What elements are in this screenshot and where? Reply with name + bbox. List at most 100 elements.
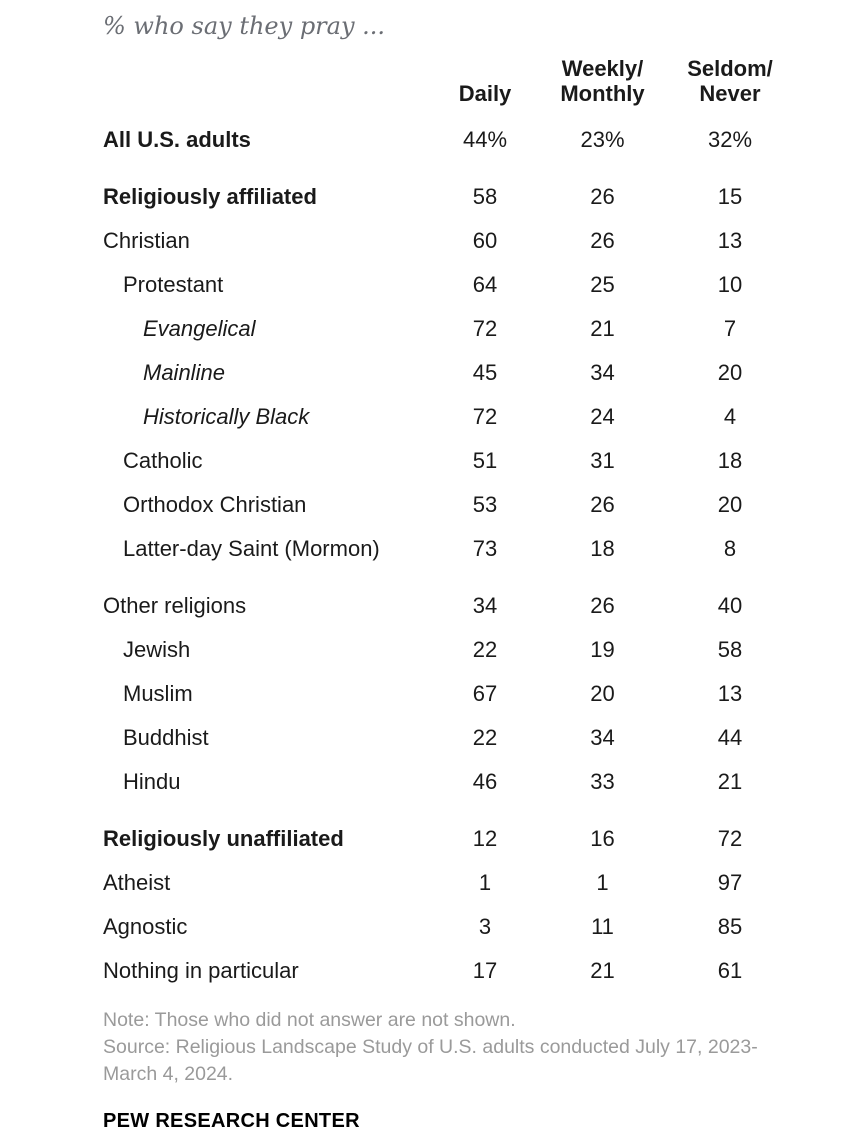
table-row: Jewish 22 19 58: [103, 628, 785, 672]
row-value: 3: [478, 914, 492, 940]
table-header: Daily Weekly/ Monthly Seldom/ Never: [103, 56, 785, 118]
row-value: 60: [472, 228, 498, 254]
row-value: 22: [472, 725, 498, 751]
table-body: All U.S. adults 44% 23% 32% Religiously affi…: [103, 118, 785, 993]
row-label: Orthodox Christian: [123, 492, 307, 518]
row-label: Religiously affiliated: [103, 184, 317, 210]
row-value: 20: [717, 492, 743, 518]
row-label: Historically Black: [143, 404, 310, 430]
table-row: Religiously unaffiliated 12 16 72: [103, 804, 785, 861]
row-value: 21: [590, 958, 615, 984]
row-value: 44: [717, 725, 743, 751]
row-value: 72: [717, 826, 743, 852]
row-value: 73: [472, 536, 498, 562]
row-value: 53: [472, 492, 498, 518]
row-label: Protestant: [123, 272, 224, 298]
row-label: Latter-day Saint (Mormon): [123, 536, 380, 562]
row-label: Atheist: [103, 870, 171, 896]
row-value: 15: [717, 184, 743, 210]
table-row: All U.S. adults 44% 23% 32%: [103, 118, 785, 162]
row-value: 32%: [707, 127, 753, 153]
row-value: 21: [717, 769, 743, 795]
row-value: 51: [472, 448, 498, 474]
figure-footer: Note: Those who did not answer are not s…: [103, 1007, 771, 1133]
row-label: Other religions: [103, 593, 247, 619]
row-value: 16: [590, 826, 615, 852]
row-value: 31: [590, 448, 615, 474]
row-value: 45: [472, 360, 498, 386]
row-value: 40: [717, 593, 743, 619]
row-value: 18: [717, 448, 743, 474]
table-row: Orthodox Christian 53 26 20: [103, 483, 785, 527]
row-value: 34: [472, 593, 498, 619]
row-value: 46: [472, 769, 498, 795]
row-value: 18: [590, 536, 615, 562]
row-value: 20: [717, 360, 743, 386]
table-row: Other religions 34 26 40: [103, 571, 785, 628]
row-value: 26: [590, 184, 615, 210]
row-label: Religiously unaffiliated: [103, 826, 344, 852]
row-value: 61: [717, 958, 743, 984]
row-value: 67: [472, 681, 498, 707]
row-value: 21: [590, 316, 615, 342]
row-value: 97: [717, 870, 743, 896]
row-label: Evangelical: [143, 316, 256, 342]
row-label: All U.S. adults: [103, 127, 251, 153]
row-value: 22: [472, 637, 498, 663]
table-row: Atheist 1 1 97: [103, 861, 785, 905]
row-label: Muslim: [123, 681, 193, 707]
table-row: Historically Black 72 24 4: [103, 395, 785, 439]
row-value: 85: [717, 914, 743, 940]
column-header-seldom-never: Seldom/ Never: [687, 56, 773, 107]
row-value: 13: [717, 228, 743, 254]
row-label: Mainline: [143, 360, 225, 386]
row-value: 10: [717, 272, 743, 298]
row-value: 17: [472, 958, 498, 984]
pray-frequency-table: Daily Weekly/ Monthly Seldom/ Never All …: [103, 56, 785, 993]
row-label: Nothing in particular: [103, 958, 299, 984]
row-label: Catholic: [123, 448, 203, 474]
row-label: Christian: [103, 228, 190, 254]
row-value: 13: [717, 681, 743, 707]
row-value: 26: [590, 593, 615, 619]
row-value: 8: [723, 536, 737, 562]
column-header-weekly-monthly: Weekly/ Monthly: [560, 56, 645, 107]
table-row: Buddhist 22 34 44: [103, 716, 785, 760]
table-row: Mainline 45 34 20: [103, 351, 785, 395]
row-value: 64: [472, 272, 498, 298]
note-text: Note: Those who did not answer are not s…: [103, 1009, 516, 1032]
row-value: 34: [590, 725, 615, 751]
column-header-daily: Daily: [458, 81, 512, 107]
row-label: Hindu: [123, 769, 181, 795]
row-value: 24: [590, 404, 615, 430]
row-label: Buddhist: [123, 725, 209, 751]
table-row: Hindu 46 33 21: [103, 760, 785, 804]
row-value: 44%: [462, 127, 508, 153]
row-value: 4: [723, 404, 737, 430]
row-value: 26: [590, 492, 615, 518]
chart-title: % who say they pray ...: [103, 12, 386, 40]
row-value: 12: [472, 826, 498, 852]
table-row: Nothing in particular 17 21 61: [103, 949, 785, 993]
table-row: Latter-day Saint (Mormon) 73 18 8: [103, 527, 785, 571]
table-row: Christian 60 26 13: [103, 219, 785, 263]
row-label: Agnostic: [103, 914, 188, 940]
table-row: Evangelical 72 21 7: [103, 307, 785, 351]
row-value: 11: [591, 914, 614, 940]
row-value: 1: [596, 870, 609, 896]
row-value: 72: [472, 316, 498, 342]
row-value: 23%: [580, 127, 625, 153]
table-row: Muslim 67 20 13: [103, 672, 785, 716]
row-value: 20: [590, 681, 615, 707]
row-value: 33: [590, 769, 615, 795]
row-value: 58: [472, 184, 498, 210]
table-row: Religiously affiliated 58 26 15: [103, 162, 785, 219]
row-value: 72: [472, 404, 498, 430]
row-value: 34: [590, 360, 615, 386]
row-label: Jewish: [123, 637, 191, 663]
table-row: Catholic 51 31 18: [103, 439, 785, 483]
row-value: 7: [723, 316, 737, 342]
row-value: 25: [590, 272, 615, 298]
row-value: 1: [478, 870, 492, 896]
source-text: Source: Religious Landscape Study of U.S…: [103, 1036, 758, 1085]
